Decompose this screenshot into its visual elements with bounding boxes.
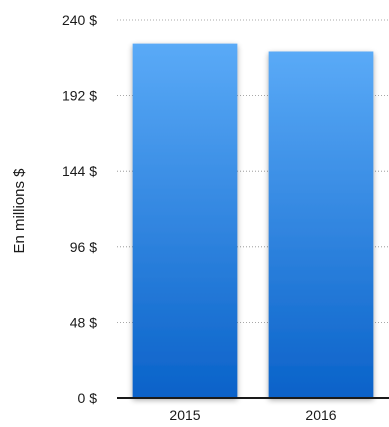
y-tick-label: 48 $ [70, 314, 97, 330]
y-axis-ticks: 0 $ 48 $ 96 $ 144 $ 192 $ 240 $ [62, 12, 97, 406]
x-axis-ticks: 2015 2016 [169, 407, 336, 423]
bar-2015 [132, 43, 238, 398]
x-tick-label: 2016 [305, 407, 336, 423]
y-tick-label: 144 $ [62, 163, 97, 179]
y-tick-label: 240 $ [62, 12, 97, 28]
x-tick-label: 2015 [169, 407, 200, 423]
y-tick-label: 0 $ [78, 390, 98, 406]
bar-2016 [268, 51, 374, 398]
y-tick-label: 96 $ [70, 239, 97, 255]
bars [132, 43, 374, 398]
y-axis-title: En millions $ [11, 168, 28, 254]
y-tick-label: 192 $ [62, 88, 97, 104]
